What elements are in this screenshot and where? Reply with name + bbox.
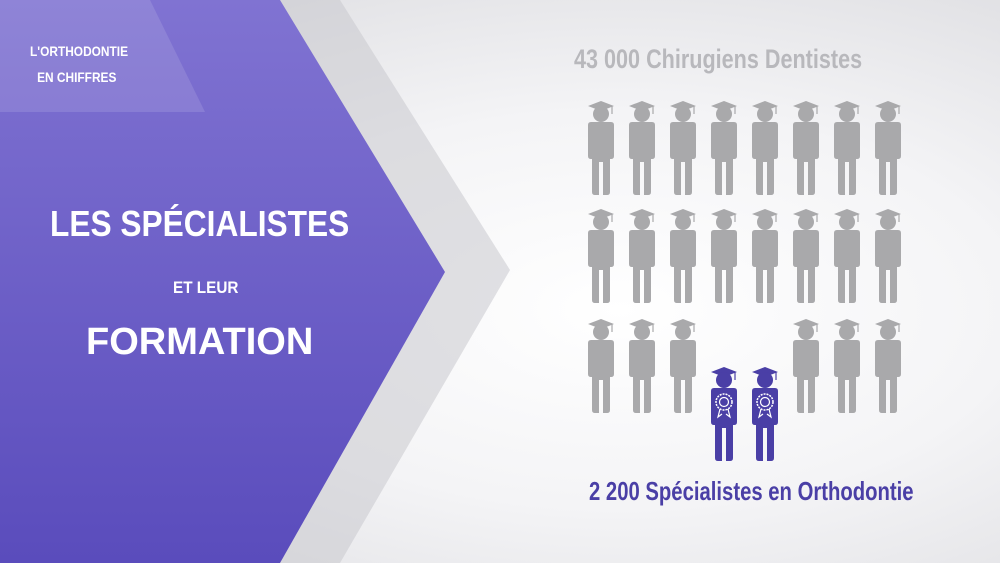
dentist-icon xyxy=(828,318,866,414)
dentists-count-label: 43 000 Chirugiens Dentistes xyxy=(574,44,863,74)
dentist-icon xyxy=(787,208,825,304)
specialist-icon xyxy=(705,366,743,462)
specialist-icon xyxy=(746,366,784,462)
dentist-icon xyxy=(623,318,661,414)
section-kicker: L'ORTHODONTIE EN CHIFFRES xyxy=(30,38,129,90)
specialists-count-label: 2 200 Spécialistes en Orthodontie xyxy=(589,476,914,506)
dentist-icon xyxy=(664,318,702,414)
title-line-2: ET LEUR xyxy=(173,278,239,297)
dentist-icon xyxy=(828,100,866,196)
dentist-icon xyxy=(664,100,702,196)
title-line-1: LES SPÉCIALISTES xyxy=(50,203,350,244)
title-line-3: FORMATION xyxy=(86,321,314,363)
dentist-icon xyxy=(582,100,620,196)
dentist-icon xyxy=(705,208,743,304)
dentist-icon xyxy=(746,100,784,196)
kicker-line-2: EN CHIFFRES xyxy=(37,69,117,85)
dentist-icon xyxy=(623,208,661,304)
dentist-icon xyxy=(664,208,702,304)
dentist-icon xyxy=(869,100,907,196)
dentist-icon xyxy=(623,100,661,196)
dentist-icon xyxy=(705,100,743,196)
dentist-icon xyxy=(869,208,907,304)
dentist-icon xyxy=(787,100,825,196)
dentist-icon xyxy=(787,318,825,414)
dentist-icon xyxy=(828,208,866,304)
dentist-icon xyxy=(582,318,620,414)
dentist-icon xyxy=(746,208,784,304)
kicker-line-1: L'ORTHODONTIE xyxy=(30,43,129,59)
dentist-icon xyxy=(869,318,907,414)
dentist-icon xyxy=(582,208,620,304)
